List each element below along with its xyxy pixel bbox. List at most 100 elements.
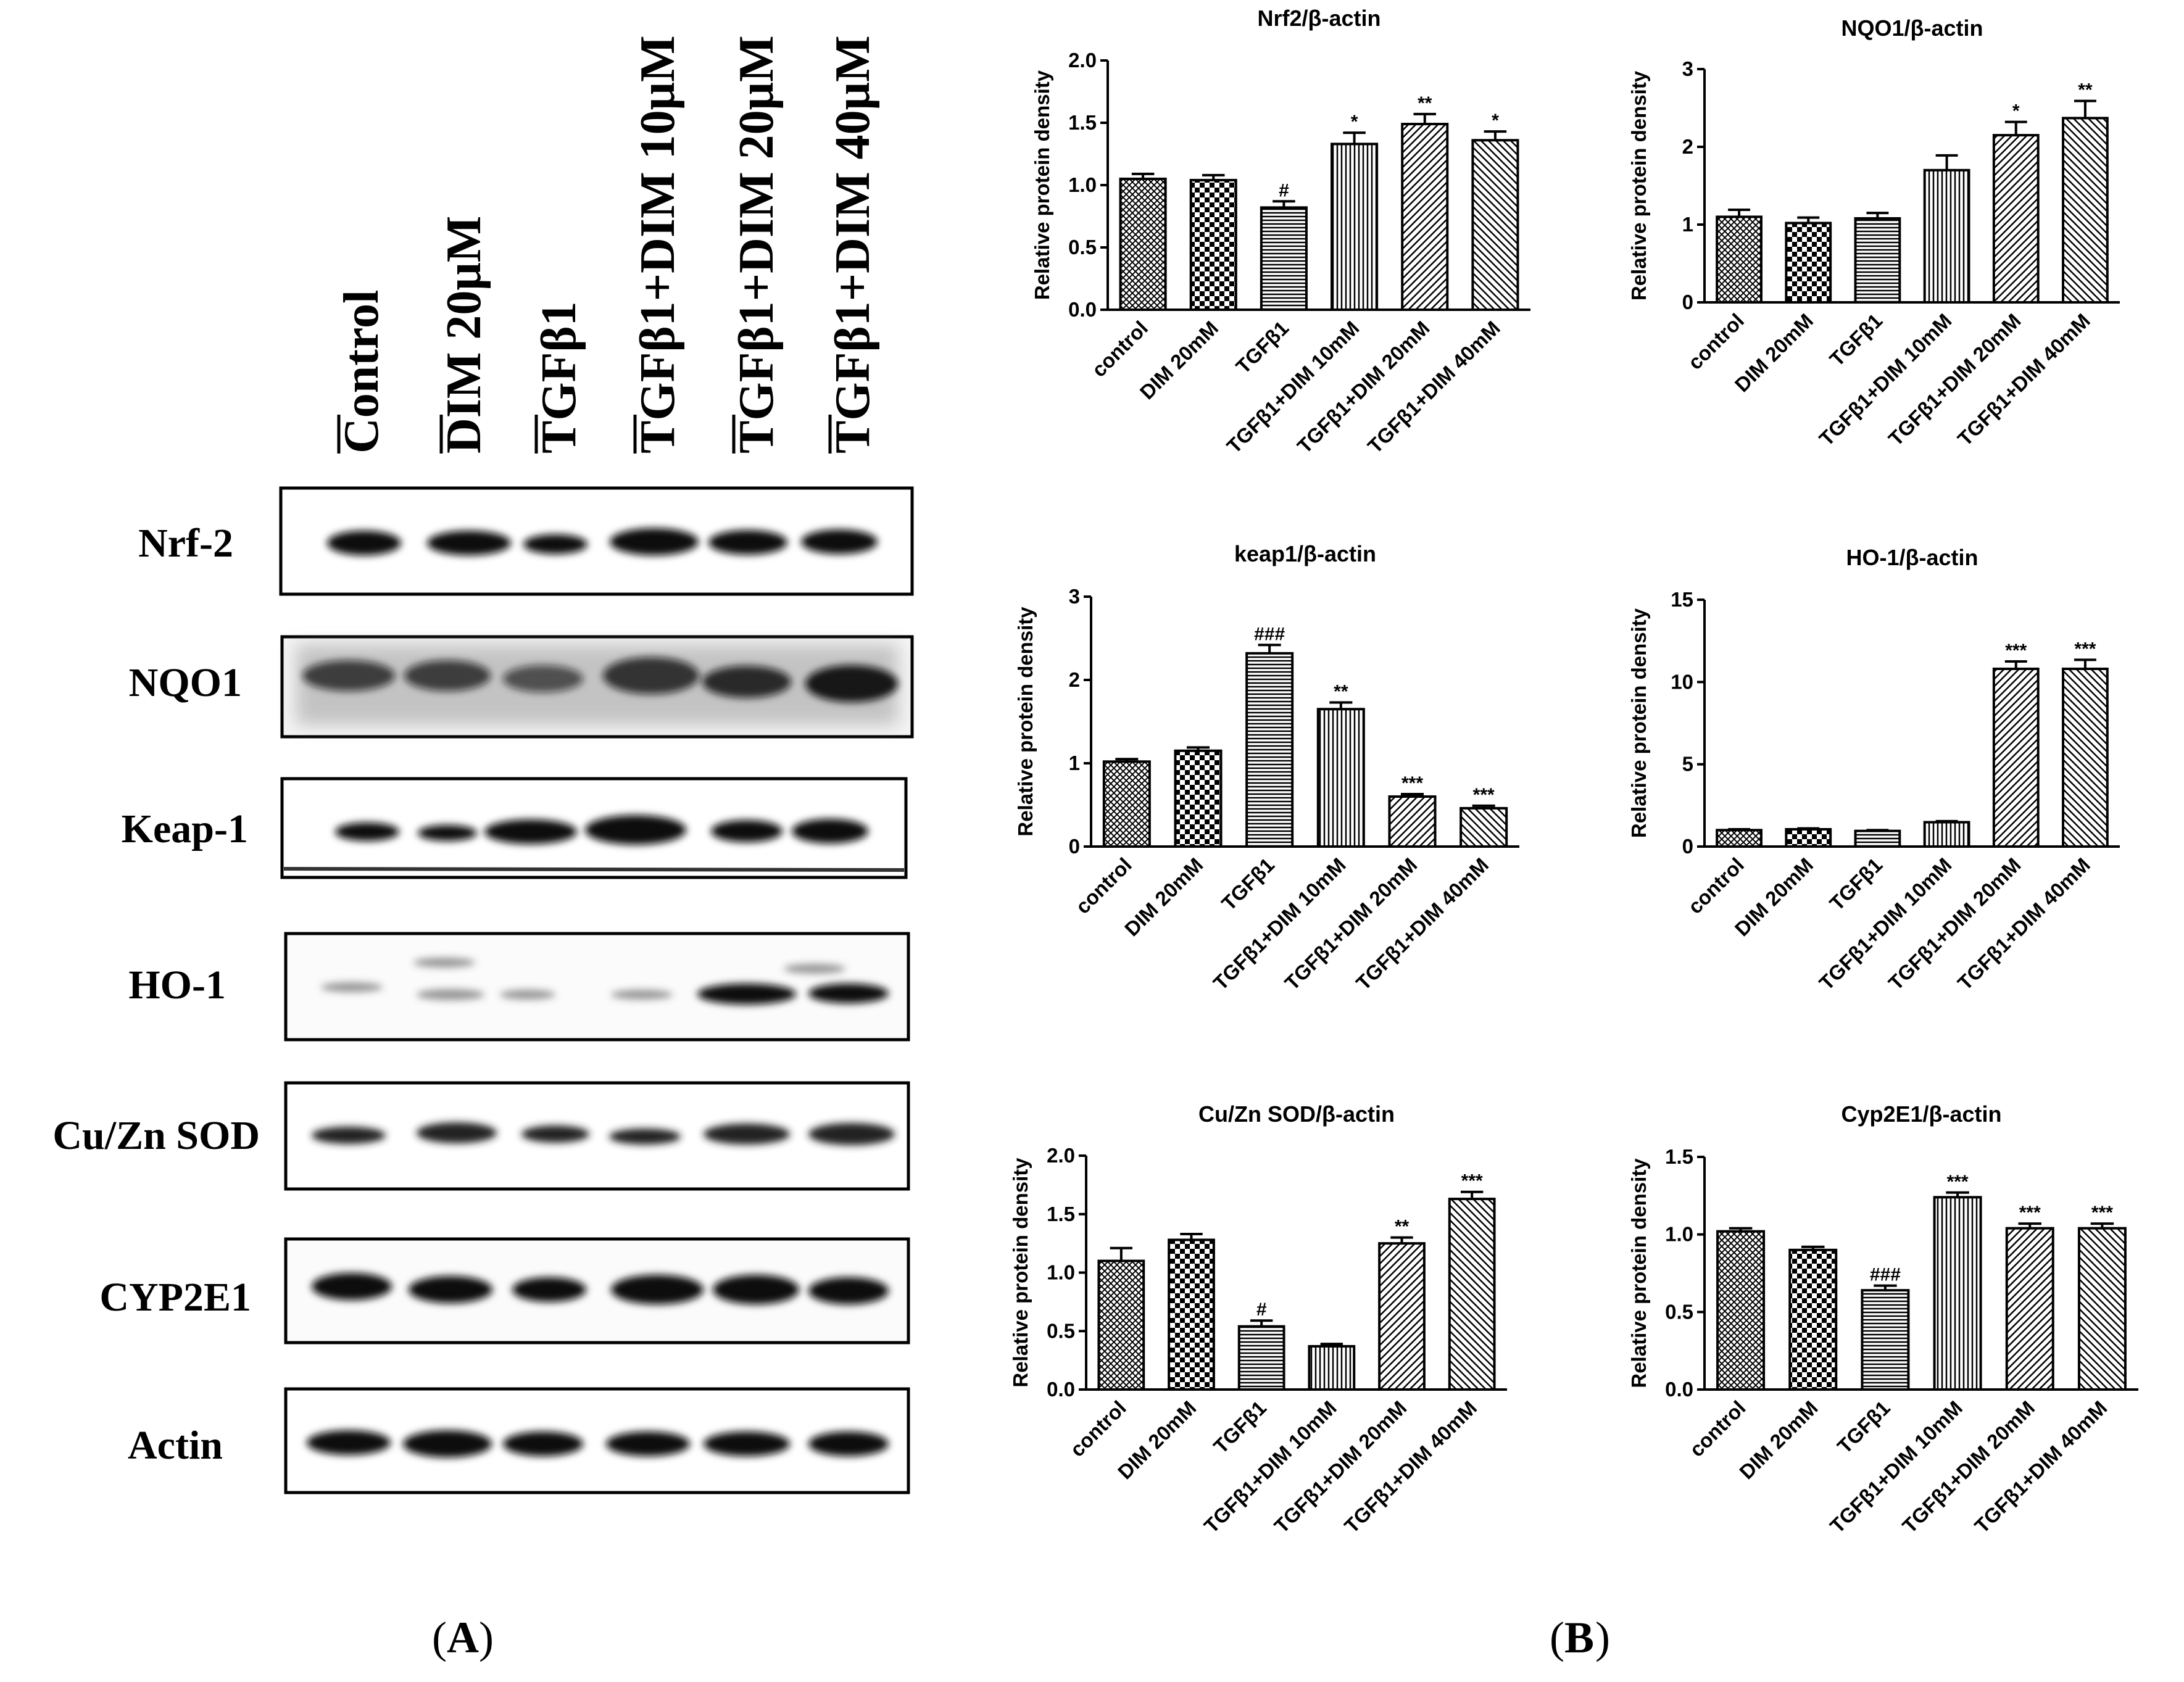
category-label: control [1684,853,1748,918]
y-tick-label: 1.0 [1665,1223,1693,1246]
significance-marker: ** [1418,93,1432,114]
y-axis-label: Relative protein density [1627,608,1650,838]
bar-chart-5: Cu/Zn SOD/β-actin Relative protein densit… [1009,1101,1507,1538]
significance-marker: # [1279,180,1289,201]
lane-label-tgfb1-dim20: TGFβ1+DIM 20μM [729,36,784,454]
y-tick-label: 3 [1682,57,1693,80]
lane-label-tgfb1-dim40: TGFβ1+DIM 40μM [826,36,880,454]
bar [1471,139,1519,311]
bar [1331,143,1379,311]
bar [1260,206,1308,311]
svg-text:): ) [479,1613,494,1662]
category-label: TGFβ1+DIM 40mM [1340,1396,1481,1538]
significance-marker: *** [2019,1203,2041,1223]
category-label: TGFβ1+DIM 20mM [1293,317,1434,458]
category-label: TGFβ1+DIM 10mM [1814,309,1956,450]
y-axis-label: Relative protein density [1014,607,1037,837]
y-tick-label: 1.0 [1047,1261,1075,1284]
bar-chart-2: NQO1/β-actin Relative protein density cont… [1627,15,2120,450]
category-label: TGFβ1+DIM 10mM [1209,853,1350,995]
bar-chart-3: keap1/β-actin Relative protein density con… [1014,541,1519,995]
panel-label-a: ( A ) [432,1613,494,1662]
svg-text:(: ( [1550,1613,1564,1662]
y-tick-label: 0.5 [1068,236,1097,259]
lane-label-tgfb1: TGFβ1 [532,301,586,454]
bar [1992,134,2040,304]
bar-chart-4: HO-1/β-actin Relative protein density cont… [1627,545,2120,995]
lane-separators [337,415,832,454]
category-label: control [1066,1396,1131,1461]
y-tick-label: 10 [1671,670,1693,693]
bar [1992,668,2040,848]
bar [1097,1259,1145,1391]
category-label: TGFβ1+DIM 40mM [1970,1396,2111,1538]
y-tick-label: 2.0 [1068,49,1097,72]
blot-row-actin [284,1387,910,1494]
y-tick-label: 1.5 [1047,1203,1075,1225]
y-tick-label: 2.0 [1047,1144,1075,1167]
y-tick-label: 0.5 [1665,1300,1693,1323]
chart-title: NQO1/β-actin [1841,15,1983,41]
category-label: DIM 20mM [1735,1396,1822,1484]
significance-marker: ** [1395,1217,1410,1237]
category-label: TGFβ1+DIM 20mM [1884,309,2025,450]
blot-row-nrf2 [279,486,914,596]
y-tick-label: 3 [1069,585,1080,608]
significance-marker: *** [1473,785,1495,805]
bar [1854,829,1901,848]
chart-title: Cyp2E1/β-actin [1841,1101,2001,1127]
y-axis-label: Relative protein density [1627,70,1650,300]
category-label: TGFβ1+DIM 10mM [1814,853,1956,995]
significance-marker: *** [1461,1171,1483,1191]
bar [1716,215,1763,304]
svg-text:): ) [1595,1613,1610,1662]
category-label: TGFβ1 [1833,1396,1895,1458]
y-tick-label: 2 [1069,668,1080,691]
significance-marker: *** [2005,640,2027,661]
chart-title: HO-1/β-actin [1846,545,1978,570]
significance-marker: # [1256,1299,1267,1320]
y-tick-label: 0.5 [1047,1319,1075,1342]
blot-row-cyp2e1 [284,1237,910,1344]
bar [1448,1198,1496,1391]
bar [2005,1227,2054,1391]
y-tick-label: 0.0 [1665,1378,1693,1401]
y-tick-label: 0.0 [1068,298,1097,321]
y-tick-label: 1 [1682,213,1693,236]
y-axis-label: Relative protein density [1009,1158,1032,1388]
y-tick-label: 1.5 [1665,1145,1693,1168]
bar [1923,168,1970,304]
category-label: DIM 20mM [1120,853,1208,941]
category-label: TGFβ1+DIM 20mM [1898,1396,2039,1538]
category-label: control [1087,317,1152,381]
significance-marker: * [1492,110,1499,131]
bar [1378,1242,1426,1391]
bar-chart-6: Cyp2E1/β-actin Relative protein density co… [1627,1101,2138,1538]
y-tick-label: 15 [1671,588,1693,611]
bar-chart-1: Nrf2/β-actin Relative protein density cont… [1031,6,1530,458]
y-tick-label: 0 [1069,835,1080,858]
y-tick-label: 2 [1682,135,1693,158]
significance-marker: ** [2078,80,2093,101]
y-tick-label: 5 [1682,753,1693,776]
category-label: TGFβ1+DIM 20mM [1884,853,2025,995]
significance-marker: *** [1401,773,1423,793]
significance-marker: *** [1947,1172,1969,1192]
protein-label-nrf2: Nrf-2 [138,521,233,566]
bar [1174,749,1223,848]
category-label: TGFβ1 [1231,317,1293,378]
blot-row-keap1 [280,777,908,879]
western-blot-panel: Control DIM 20μM TGFβ1 TGFβ1+DIM 10μM TG… [52,36,914,1494]
y-axis-label: Relative protein density [1031,70,1053,300]
y-tick-label: 1.5 [1068,111,1097,134]
panel-letter-b: B [1564,1613,1594,1662]
category-label: TGFβ1 [1825,309,1887,371]
protein-label-ho1: HO-1 [128,963,226,1008]
category-label: TGFβ1 [1825,853,1887,915]
significance-marker: *** [2091,1203,2113,1223]
lane-label-dim20: DIM 20μM [437,216,491,454]
bar-charts-panel: Nrf2/β-actin Relative protein density cont… [1009,6,2138,1538]
bar [1785,222,1832,304]
chart-title: Cu/Zn SOD/β-actin [1198,1101,1395,1127]
category-label: TGFβ1+DIM 40mM [1953,853,2095,995]
